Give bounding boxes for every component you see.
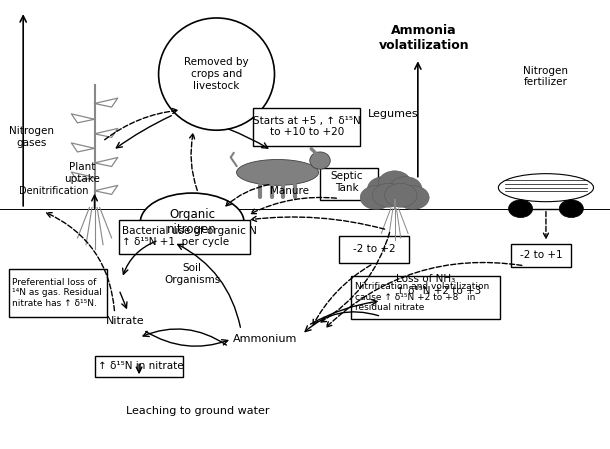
- FancyBboxPatch shape: [339, 236, 409, 263]
- Circle shape: [384, 183, 417, 207]
- Text: -2 to +1: -2 to +1: [520, 251, 562, 260]
- Text: Loss of NH₃
↑ δ¹⁵N +2 to +3: Loss of NH₃ ↑ δ¹⁵N +2 to +3: [396, 274, 482, 296]
- Circle shape: [360, 185, 393, 210]
- Text: Manure: Manure: [270, 186, 309, 196]
- Text: Septic
Tank: Septic Tank: [330, 171, 363, 193]
- Circle shape: [372, 183, 405, 207]
- Text: Legumes: Legumes: [368, 110, 418, 119]
- Ellipse shape: [159, 18, 274, 130]
- Circle shape: [509, 200, 533, 218]
- Circle shape: [389, 176, 422, 201]
- Ellipse shape: [498, 174, 594, 202]
- Text: Denitrification: Denitrification: [19, 186, 88, 196]
- Text: -2 to +2: -2 to +2: [353, 244, 395, 254]
- Text: Leaching to ground water: Leaching to ground water: [126, 406, 270, 416]
- Text: Bacterial use of organic N
↑ δ¹⁵N +1  per cycle: Bacterial use of organic N ↑ δ¹⁵N +1 per…: [122, 226, 257, 247]
- Ellipse shape: [237, 159, 318, 185]
- FancyBboxPatch shape: [119, 220, 250, 254]
- Text: Nitrogen
gases: Nitrogen gases: [9, 126, 54, 148]
- Text: Starts at +5 , ↑ δ¹⁵N
to +10 to +20: Starts at +5 , ↑ δ¹⁵N to +10 to +20: [253, 116, 361, 137]
- Ellipse shape: [310, 152, 330, 169]
- FancyBboxPatch shape: [320, 168, 378, 200]
- FancyBboxPatch shape: [9, 269, 107, 317]
- Text: Ammonium: Ammonium: [233, 334, 298, 344]
- Text: Organic
nitrogen: Organic nitrogen: [167, 208, 217, 236]
- Text: Plant
uptake: Plant uptake: [65, 162, 100, 184]
- Ellipse shape: [140, 193, 244, 251]
- FancyBboxPatch shape: [511, 244, 571, 267]
- Text: Nitrogen
fertilizer: Nitrogen fertilizer: [523, 66, 569, 87]
- FancyBboxPatch shape: [253, 108, 360, 146]
- Circle shape: [378, 171, 411, 195]
- Circle shape: [367, 176, 400, 201]
- Text: Preferential loss of
¹⁴N as gas. Residual
nitrate has ↑ δ¹⁵N.: Preferential loss of ¹⁴N as gas. Residua…: [12, 278, 102, 308]
- Text: Nitrate: Nitrate: [106, 316, 145, 326]
- FancyBboxPatch shape: [351, 276, 500, 319]
- Circle shape: [396, 185, 429, 210]
- Text: Soil
Organisms: Soil Organisms: [164, 263, 220, 285]
- Text: Removed by
crops and
livestock: Removed by crops and livestock: [184, 57, 249, 91]
- Text: ↑ δ¹⁵N in nitrate: ↑ δ¹⁵N in nitrate: [98, 361, 183, 371]
- Circle shape: [559, 200, 583, 218]
- Text: Nitrification and volatilization
cause ↑ δ¹⁵N +2 to +8   in
residual nitrate: Nitrification and volatilization cause ↑…: [355, 282, 489, 312]
- FancyBboxPatch shape: [95, 356, 183, 377]
- Text: Ammonia
volatilization: Ammonia volatilization: [379, 24, 469, 52]
